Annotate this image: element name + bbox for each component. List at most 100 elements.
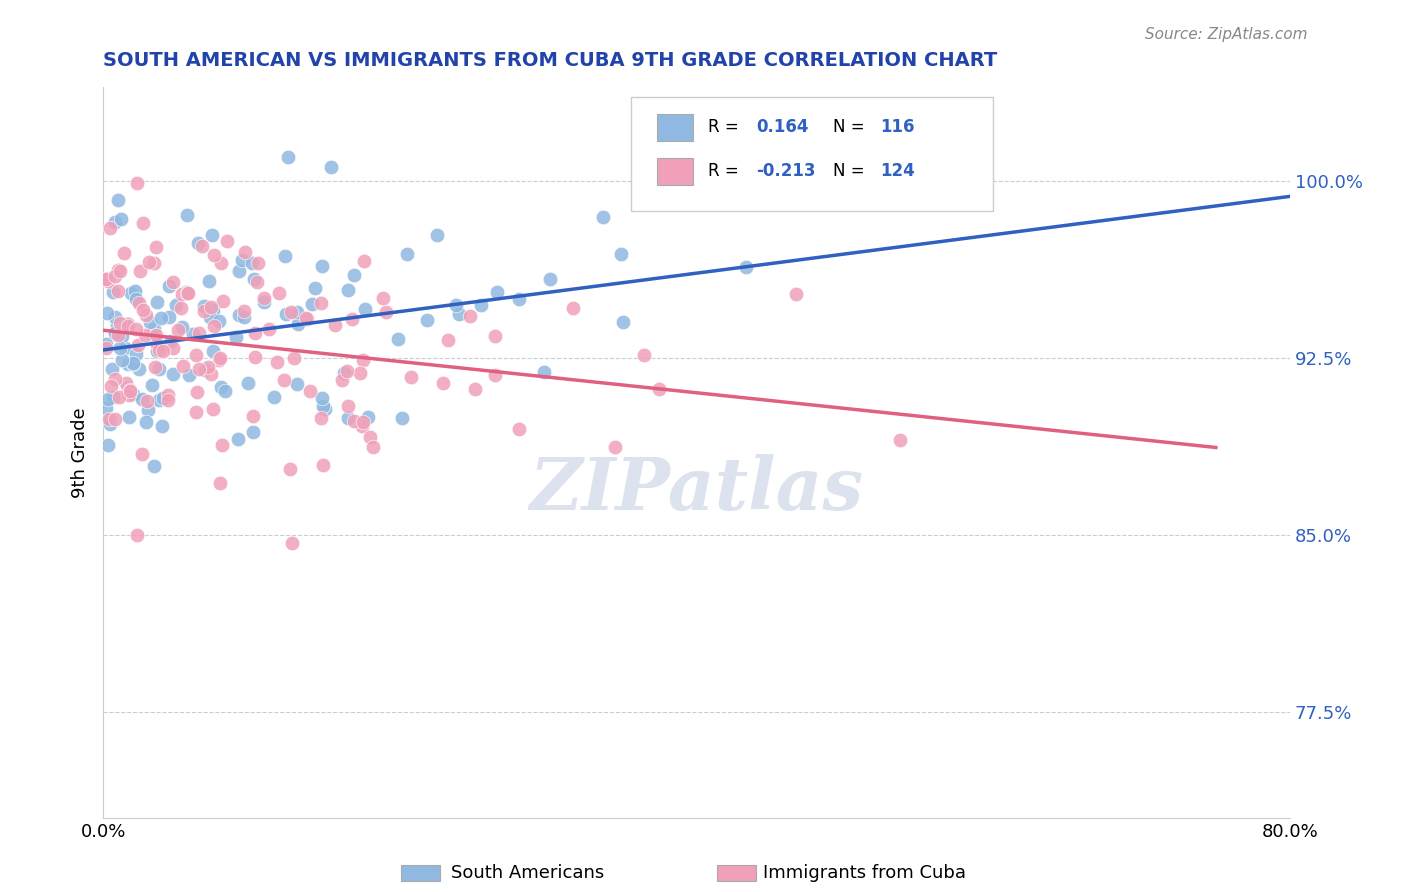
Point (118, 388, 141, 402)
Point (114, 341, 136, 355)
Point (361, 440, 384, 454)
Point (104, 412, 127, 426)
Point (111, 329, 134, 343)
Point (101, 390, 124, 404)
Point (371, 291, 394, 305)
Point (98, 413, 121, 427)
Text: 124: 124 (880, 161, 915, 179)
Point (263, 390, 285, 404)
Point (208, 351, 231, 365)
Point (103, 310, 125, 324)
Point (146, 295, 169, 310)
Point (311, 392, 333, 406)
Point (374, 305, 396, 319)
Point (125, 528, 148, 542)
Point (208, 314, 231, 328)
Point (287, 317, 309, 331)
Point (484, 368, 506, 382)
Point (298, 384, 321, 398)
Point (228, 264, 250, 278)
Point (464, 382, 486, 396)
Point (295, 312, 318, 326)
Point (162, 367, 184, 381)
Point (267, 285, 290, 300)
Point (146, 337, 169, 351)
Point (148, 393, 170, 408)
Point (176, 285, 198, 300)
Point (183, 326, 205, 341)
Text: 116: 116 (880, 118, 915, 136)
Point (104, 326, 127, 341)
Text: R =: R = (709, 161, 744, 179)
Text: R =: R = (709, 118, 744, 136)
Point (357, 410, 380, 425)
Text: 0.164: 0.164 (756, 118, 808, 136)
Point (98, 417, 121, 432)
Point (285, 305, 308, 319)
Point (391, 411, 413, 425)
Point (273, 373, 295, 387)
Point (485, 285, 508, 300)
Point (321, 160, 343, 174)
Point (138, 255, 160, 269)
Point (209, 475, 232, 490)
Point (162, 341, 184, 355)
Point (148, 343, 170, 358)
Point (117, 357, 139, 371)
Point (278, 462, 301, 476)
Point (104, 372, 127, 386)
Point (215, 234, 238, 248)
Point (129, 264, 152, 278)
Point (200, 300, 222, 314)
Point (612, 315, 634, 329)
Point (105, 319, 128, 334)
Point (132, 303, 155, 318)
Point (172, 359, 194, 373)
Point (122, 356, 145, 370)
Point (179, 368, 201, 382)
Point (274, 307, 297, 321)
Point (508, 293, 530, 307)
Point (112, 246, 135, 260)
Point (117, 381, 139, 395)
Point (202, 248, 225, 262)
Point (107, 284, 129, 298)
Point (202, 302, 225, 317)
Point (312, 458, 335, 472)
Point (353, 254, 375, 268)
Point (170, 301, 193, 315)
Point (124, 284, 146, 298)
Point (96, 306, 118, 320)
Point (152, 343, 174, 358)
Text: -0.213: -0.213 (756, 161, 815, 179)
Point (176, 208, 198, 222)
Point (120, 383, 142, 397)
Point (139, 314, 162, 328)
Point (170, 320, 193, 334)
Point (146, 343, 169, 358)
Point (426, 227, 449, 242)
Point (104, 215, 127, 229)
Point (352, 419, 374, 434)
Point (176, 285, 198, 300)
Point (143, 359, 166, 374)
Point (101, 362, 124, 376)
Point (120, 286, 142, 301)
Point (191, 239, 214, 253)
Point (125, 292, 148, 306)
Point (437, 333, 460, 347)
Point (135, 309, 157, 323)
Point (470, 298, 492, 312)
Point (184, 405, 207, 419)
Point (94, 272, 117, 286)
Point (202, 318, 225, 333)
Point (193, 304, 215, 318)
Point (209, 256, 232, 270)
Point (157, 393, 180, 408)
Point (340, 312, 363, 326)
Point (193, 363, 215, 377)
Point (245, 326, 267, 340)
Point (141, 378, 163, 392)
Point (135, 416, 157, 430)
Point (143, 458, 166, 473)
